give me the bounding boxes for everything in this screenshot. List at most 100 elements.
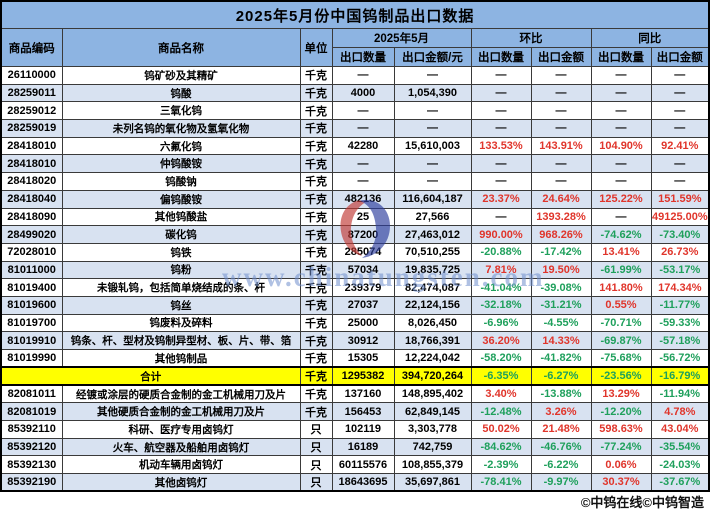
cell-yoy-value: -73.40% — [650, 225, 710, 244]
cell-yoy-value: — — [650, 83, 710, 103]
cell-mom-value: 24.64% — [530, 189, 592, 209]
cell-code: 28418090 — [0, 207, 63, 227]
cell-name: 钨丝 — [61, 295, 301, 315]
cell-export-value: 3,303,778 — [393, 420, 472, 439]
cell-mom-qty: 50.02% — [470, 420, 532, 439]
cell-yoy-qty: — — [590, 154, 652, 174]
cell-name: 其他钨制品 — [61, 349, 301, 368]
header-group-row: 商品编码 商品名称 单位 2025年5月 环比 同比 — [0, 28, 710, 67]
cell-export-qty: 285074 — [331, 242, 395, 262]
cell-code: 81011000 — [0, 260, 63, 280]
cell-unit: 千克 — [299, 349, 333, 368]
cell-unit: 千克 — [299, 313, 333, 333]
cell-name: 钨铁 — [61, 242, 301, 262]
table-row: 81019600 钨丝 千克 27037 22,124,156 -32.18% -31.21… — [0, 295, 710, 315]
cell-code: 28418040 — [0, 189, 63, 209]
cell-mom-qty: -84.62% — [470, 437, 532, 457]
cell-yoy-qty: — — [590, 83, 652, 103]
cell-mom-value: — — [530, 154, 592, 174]
table-row: 85392130 机动车辆用卤钨灯只 60115576 108,855,379 -2.3… — [0, 455, 710, 475]
cell-yoy-qty: 13.29% — [590, 384, 652, 404]
cell-unit: 千克 — [299, 207, 333, 227]
cell-mom-value: -46.76% — [530, 437, 592, 457]
cell-export-qty: 16189 — [331, 437, 395, 457]
cell-yoy-value: 26.73% — [650, 242, 710, 262]
cell-export-value: — — [393, 66, 472, 85]
cell-export-value: 742,759 — [393, 437, 472, 457]
copyright-text: ©中钨在线©中钨智造 — [580, 495, 704, 511]
cell-export-value: 12,224,042 — [393, 349, 472, 368]
table-row: 28418020 钨酸钠 千克 — — — — — — — [0, 172, 710, 191]
col-header-mom-qty: 出口数量 — [470, 47, 532, 67]
table-row: 28418090 其他钨酸盐 千克 25 27,566—1393.28% —49125.0… — [0, 207, 710, 227]
copyright-footer: ©中钨在线©中钨智造 — [0, 492, 708, 513]
cell-name: 经镀或涂层的硬质合金制的金工机械用刀及片 — [61, 384, 301, 404]
cell-mom-qty: -20.88% — [470, 242, 532, 262]
cell-code: 81019910 — [0, 331, 63, 350]
cell-mom-qty: — — [470, 66, 532, 85]
cell-mom-qty: — — [470, 172, 532, 191]
cell-code: 28259012 — [0, 101, 63, 121]
cell-export-qty: — — [331, 66, 395, 85]
cell-export-qty: 15305 — [331, 349, 395, 368]
cell-yoy-qty: 125.22% — [590, 189, 652, 209]
cell-unit: 千克 — [299, 83, 333, 103]
cell-name: 钨粉 — [61, 260, 301, 280]
table-row: 81019400 未锻轧钨，包括简单烧结成的条、杆 千克 239379 82,474,0… — [0, 278, 710, 297]
cell-export-qty: 25 — [331, 207, 395, 227]
cell-mom-qty: -41.04% — [470, 278, 532, 297]
cell-export-value: 19,835,725 — [393, 260, 472, 280]
cell-mom-value: -4.55% — [530, 313, 592, 333]
cell-yoy-qty: -23.56% — [590, 366, 652, 387]
cell-export-value: 15,610,003 — [393, 136, 472, 156]
cell-mom-value: — — [530, 66, 592, 85]
cell-export-qty: 30912 — [331, 331, 395, 350]
col-header-yoy-qty: 出口数量 — [590, 47, 652, 67]
cell-code: 28418020 — [0, 172, 63, 191]
cell-mom-value: -6.22% — [530, 455, 592, 475]
cell-mom-qty: — — [470, 154, 532, 174]
cell-yoy-value: -11.77% — [650, 295, 710, 315]
cell-unit: 千克 — [299, 366, 333, 387]
cell-export-qty: 156453 — [331, 402, 395, 422]
col-group-month: 2025年5月 — [331, 28, 472, 48]
cell-yoy-qty: -12.20% — [590, 402, 652, 422]
cell-mom-qty: 133.53% — [470, 136, 532, 156]
cell-yoy-qty: -75.68% — [590, 349, 652, 368]
table-row: 28259019 未列名钨的氧化物及氢氧化物 千克 — — — — — — — [0, 119, 710, 138]
cell-code: 85392130 — [0, 455, 63, 475]
cell-mom-value: -41.82% — [530, 349, 592, 368]
cell-mom-value: -39.08% — [530, 278, 592, 297]
cell-name: 碳化钨 — [61, 225, 301, 244]
cell-code: 28418010 — [0, 136, 63, 156]
cell-mom-qty: 3.40% — [470, 384, 532, 404]
cell-export-value: — — [393, 154, 472, 174]
cell-mom-value: 21.48% — [530, 420, 592, 439]
cell-export-qty: 27037 — [331, 295, 395, 315]
cell-mom-qty: — — [470, 101, 532, 121]
cell-export-value: 35,697,861 — [393, 473, 472, 492]
cell-export-value: 82,474,087 — [393, 278, 472, 297]
cell-yoy-value: 49125.00% — [650, 207, 710, 227]
cell-mom-value: -9.97% — [530, 473, 592, 492]
cell-mom-qty: 36.20% — [470, 331, 532, 350]
cell-yoy-value: -56.72% — [650, 349, 710, 368]
cell-mom-value: -13.88% — [530, 384, 592, 404]
cell-name: 钨矿砂及其精矿 — [61, 66, 301, 85]
cell-name: 其他钨酸盐 — [61, 207, 301, 227]
cell-export-qty: 57034 — [331, 260, 395, 280]
cell-mom-qty: — — [470, 83, 532, 103]
cell-export-value: — — [393, 101, 472, 121]
cell-yoy-value: 92.41% — [650, 136, 710, 156]
cell-code: 28499020 — [0, 225, 63, 244]
cell-export-value: 27,566 — [393, 207, 472, 227]
cell-mom-value: -31.21% — [530, 295, 592, 315]
cell-yoy-qty: — — [590, 66, 652, 85]
cell-export-qty: 60115576 — [331, 455, 395, 475]
cell-unit: 千克 — [299, 119, 333, 138]
cell-export-value: 108,855,379 — [393, 455, 472, 475]
cell-code: 81019990 — [0, 349, 63, 368]
cell-export-qty: 102119 — [331, 420, 395, 439]
cell-code: 82081011 — [0, 384, 63, 404]
